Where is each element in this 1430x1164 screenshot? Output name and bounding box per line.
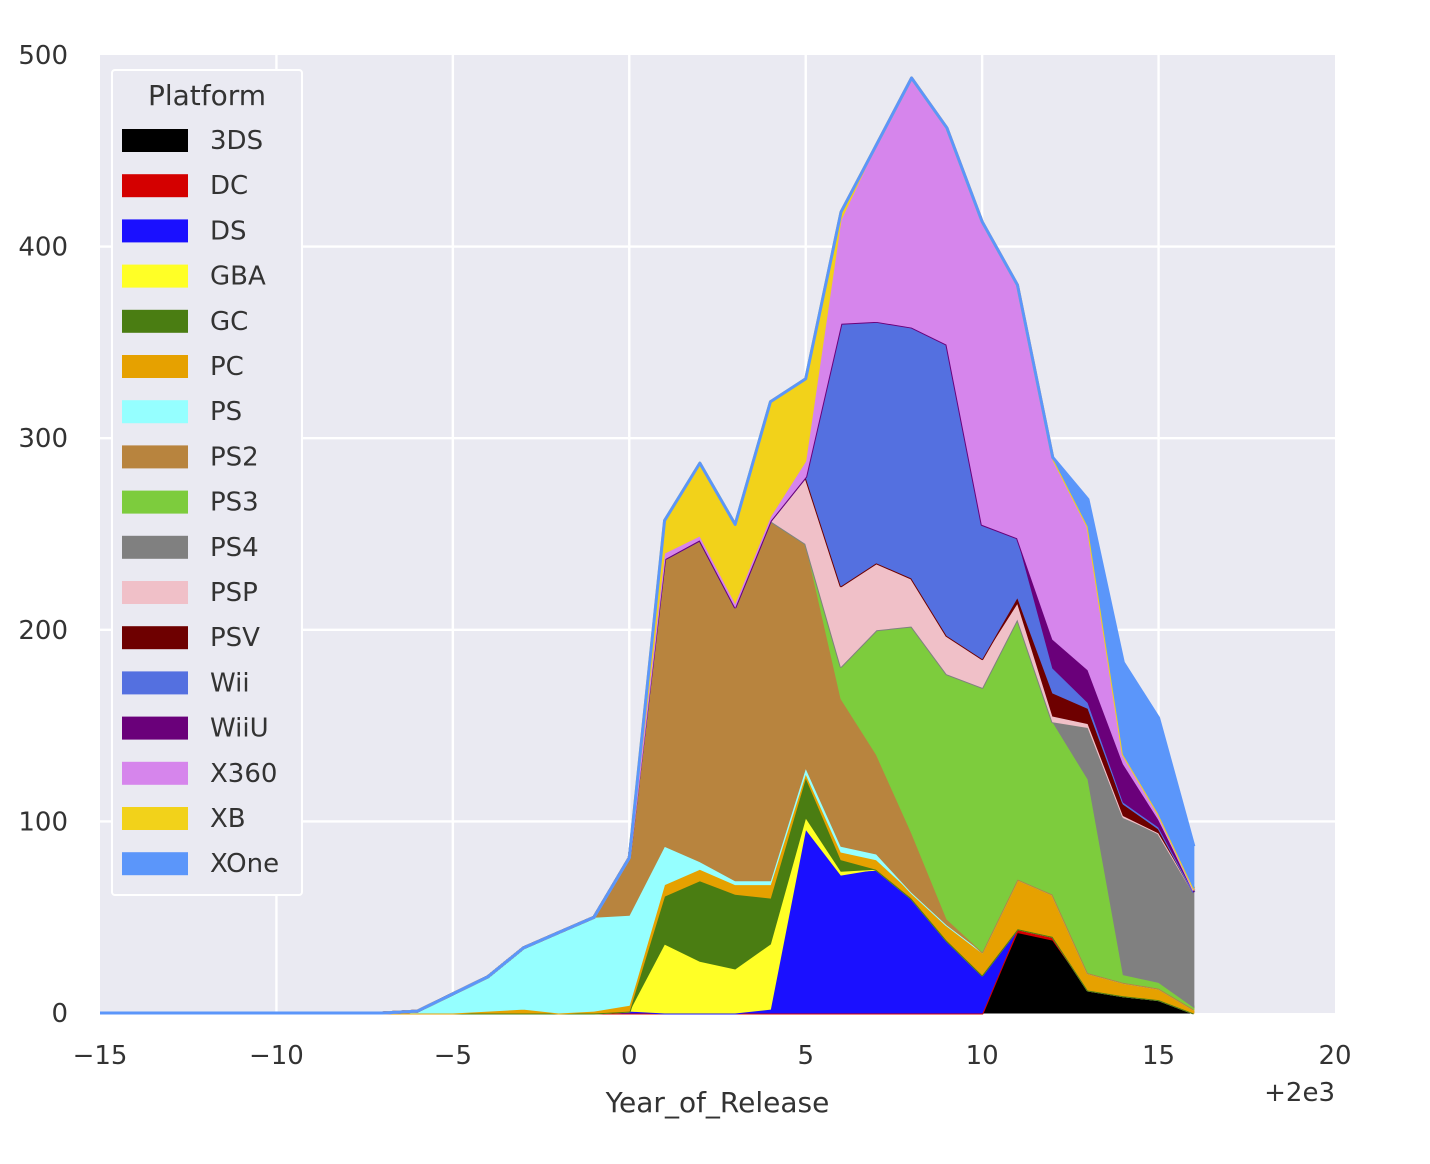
- legend-swatch-pc: [122, 355, 188, 378]
- y-tick-label: 0: [51, 999, 68, 1029]
- legend-title: Platform: [148, 79, 266, 112]
- legend-swatch-gba: [122, 264, 188, 288]
- legend-label-gc: GC: [210, 307, 248, 337]
- legend-label-pc: PC: [210, 352, 244, 382]
- legend-label-dc: DC: [210, 171, 248, 201]
- legend-label-wii: Wii: [210, 668, 250, 698]
- x-tick-label: 15: [1142, 1041, 1175, 1071]
- legend-label-ps4: PS4: [210, 533, 259, 563]
- legend-label-gba: GBA: [210, 262, 266, 292]
- legend-swatch-ps2: [122, 445, 188, 469]
- legend-label-psp: PSP: [210, 578, 258, 608]
- legend-label-x360: X360: [210, 759, 277, 789]
- legend-swatch-ps: [122, 400, 188, 424]
- x-tick-label: 5: [797, 1041, 814, 1071]
- legend-swatch-psp: [122, 581, 188, 604]
- legend-label-3ds: 3DS: [210, 126, 263, 156]
- y-tick-label: 300: [18, 424, 68, 454]
- legend-swatch-xone: [122, 852, 188, 876]
- legend-label-xb: XB: [210, 804, 246, 834]
- legend: Platform 3DS DC DS GBA GC PC PS PS2 PS3 PS4 PSP PSV…: [111, 69, 303, 896]
- x-tick-label: 20: [1318, 1041, 1351, 1071]
- legend-label-psv: PSV: [210, 623, 260, 653]
- x-tick-label: −10: [249, 1041, 304, 1071]
- area-series: [100, 76, 1196, 1015]
- x-axis-offset-label: +2e3: [1264, 1078, 1335, 1108]
- y-tick-label: 100: [18, 807, 68, 837]
- legend-label-wiiu: WiiU: [210, 714, 269, 744]
- y-tick-label: 200: [18, 616, 68, 646]
- legend-label-ps3: PS3: [210, 488, 259, 518]
- legend-swatch-3ds: [122, 129, 188, 152]
- y-tick-label: 400: [18, 233, 68, 263]
- x-tick-label: 0: [621, 1041, 638, 1071]
- legend-swatch-ps3: [122, 490, 188, 514]
- legend-swatch-wiiu: [122, 716, 188, 740]
- legend-swatch-x360: [122, 761, 188, 785]
- legend-label-ps2: PS2: [210, 442, 259, 472]
- legend-label-ds: DS: [210, 216, 247, 246]
- legend-swatch-gc: [122, 309, 188, 333]
- legend-swatch-ds: [122, 219, 188, 243]
- x-axis-label: Year_of_Release: [605, 1086, 830, 1119]
- x-tick-label: −15: [73, 1041, 128, 1071]
- x-tick-label: −5: [434, 1041, 472, 1071]
- legend-label-ps: PS: [210, 397, 242, 427]
- legend-swatch-dc: [122, 174, 188, 198]
- legend-swatch-psv: [122, 626, 188, 650]
- line-xone: [100, 76, 1196, 1015]
- legend-swatch-ps4: [122, 535, 188, 559]
- legend-swatch-wii: [122, 671, 188, 695]
- y-tick-label: 500: [18, 41, 68, 71]
- legend-swatch-xb: [122, 807, 188, 830]
- x-tick-label: 10: [966, 1041, 999, 1071]
- legend-label-xone: XOne: [210, 849, 279, 879]
- legend-items: 3DS DC DS GBA GC PC PS PS2 PS3 PS4 PSP PSV Wii WiiU X3…: [122, 126, 279, 879]
